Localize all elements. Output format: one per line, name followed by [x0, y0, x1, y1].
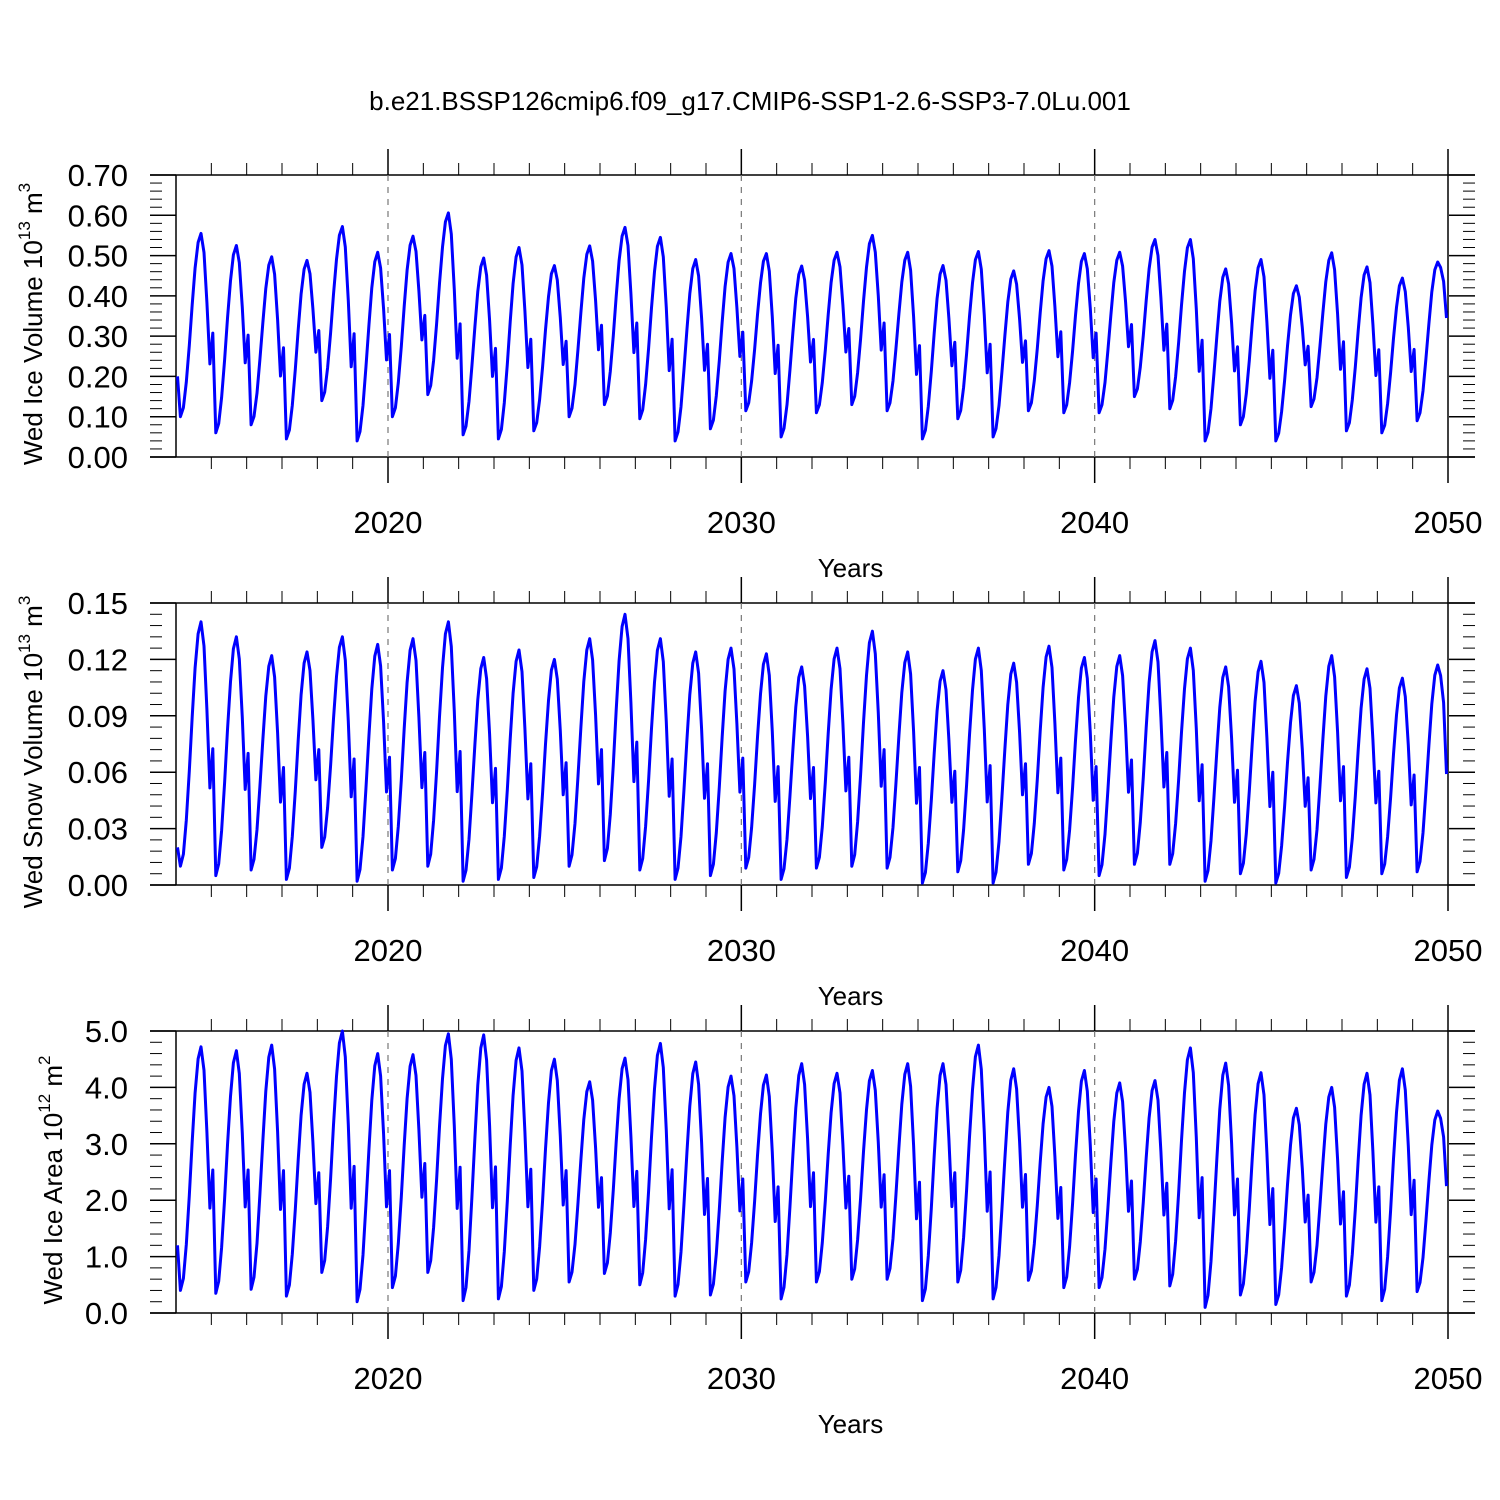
data-series-line	[176, 211, 1448, 443]
y-axis-label: Wed Ice Volume 1013 m3	[15, 183, 48, 465]
x-tick-label: 2050	[1414, 933, 1483, 968]
y-axis-label: Wed Ice Area 1012 m2	[35, 1055, 68, 1304]
x-axis-label: Years	[818, 981, 884, 1011]
x-tick-label: 2030	[707, 505, 776, 540]
y-axis-label-main: Wed Snow Volume 10	[18, 653, 48, 908]
y-tick-label: 0.10	[68, 400, 128, 435]
x-tick-label: 2050	[1414, 1361, 1483, 1396]
y-axis-label-unit-exp: 3	[15, 596, 34, 605]
x-tick-label: 2030	[707, 933, 776, 968]
y-tick-label: 4.0	[85, 1070, 128, 1105]
y-tick-label: 0.03	[68, 812, 128, 847]
y-axis-label-unit-exp: 2	[35, 1055, 54, 1064]
data-series-line	[176, 1029, 1448, 1309]
y-tick-label: 0.00	[68, 868, 128, 903]
y-tick-label: 0.09	[68, 699, 128, 734]
y-axis-label-exp: 12	[35, 1094, 54, 1113]
x-axis-label: Years	[818, 553, 884, 583]
y-axis-label-unit: m	[18, 605, 48, 634]
y-tick-label: 2.0	[85, 1183, 128, 1218]
y-tick-label: 3.0	[85, 1127, 128, 1162]
x-tick-label: 2030	[707, 1361, 776, 1396]
x-tick-label: 2020	[354, 505, 423, 540]
chart-panel-2: 0.00 0.03 0.06 0.09 0.12 0.15 2020 2030 2040 2050…	[15, 577, 1482, 1011]
y-tick-label: 0.30	[68, 319, 128, 354]
chart-panel-3: 0.0 1.0 2.0 3.0 4.0 5.0 2020 2030 2040 2050 Years W…	[35, 1005, 1482, 1439]
y-tick-label: 0.12	[68, 642, 128, 677]
y-axis-label: Wed Snow Volume 1013 m3	[15, 596, 48, 909]
y-axis-label-unit-exp: 3	[15, 183, 34, 192]
y-tick-label: 0.70	[68, 158, 128, 193]
x-tick-label: 2040	[1060, 933, 1129, 968]
x-tick-label: 2020	[354, 1361, 423, 1396]
x-tick-label: 2040	[1060, 505, 1129, 540]
y-tick-label: 0.50	[68, 239, 128, 274]
y-tick-label: 0.15	[68, 586, 128, 621]
y-tick-label: 0.0	[85, 1296, 128, 1331]
y-axis-label-main: Wed Ice Area 10	[38, 1113, 68, 1305]
y-tick-label: 0.40	[68, 279, 128, 314]
y-axis-label-exp: 13	[15, 634, 34, 653]
y-tick-label: 0.20	[68, 359, 128, 394]
y-tick-label: 0.60	[68, 198, 128, 233]
x-tick-label: 2040	[1060, 1361, 1129, 1396]
y-tick-label: 0.06	[68, 755, 128, 790]
y-tick-label: 5.0	[85, 1014, 128, 1049]
x-tick-label: 2050	[1414, 505, 1483, 540]
y-axis-label-unit: m	[38, 1065, 68, 1094]
y-tick-label: 0.00	[68, 440, 128, 475]
data-series-line	[176, 612, 1448, 885]
y-axis-label-unit: m	[18, 192, 48, 221]
x-tick-label: 2020	[354, 933, 423, 968]
x-axis-label: Years	[818, 1409, 884, 1439]
figure-title: b.e21.BSSP126cmip6.f09_g17.CMIP6-SSP1-2.…	[369, 86, 1131, 116]
chart-panel-1: 0.00 0.10 0.20 0.30 0.40 0.50 0.60 0.70 2020 2030…	[15, 149, 1482, 583]
y-axis-label-exp: 13	[15, 221, 34, 240]
y-tick-label: 1.0	[85, 1240, 128, 1275]
y-axis-label-main: Wed Ice Volume 10	[18, 240, 48, 465]
